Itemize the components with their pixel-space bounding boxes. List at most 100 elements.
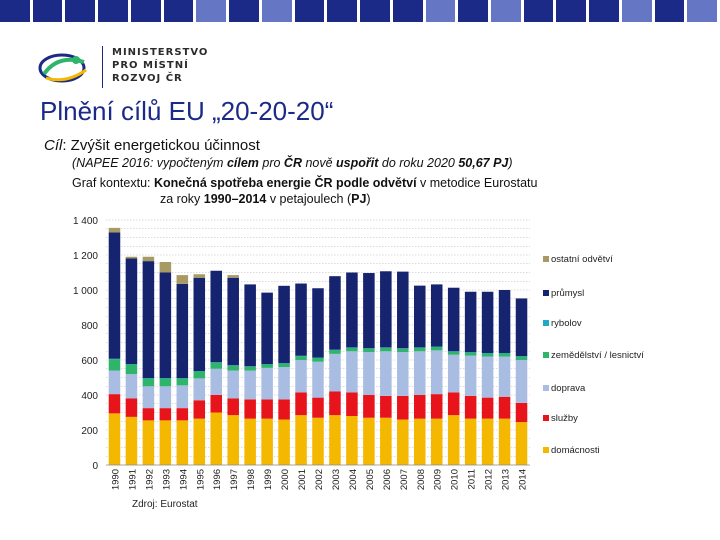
bar-segment-rybolov xyxy=(125,364,138,365)
bar-segment-sluzby xyxy=(227,398,239,416)
bar-segment-rybolov xyxy=(244,366,256,367)
bar-segment-zemedelstvi xyxy=(210,362,223,369)
bar-segment-rybolov xyxy=(312,357,324,359)
bar-segment-zemedelstvi xyxy=(430,346,443,351)
bar-segment-prumysl xyxy=(413,285,426,348)
bar-segment-domacnosti xyxy=(125,416,138,465)
bar-segment-rybolov xyxy=(176,378,189,379)
context-part: v petajoulech ( xyxy=(266,192,352,206)
legend-label-ostatni: ostatní odvětví xyxy=(551,254,613,265)
bar-segment-sluzby xyxy=(413,395,426,419)
bar-segment-prumysl xyxy=(329,276,341,350)
bar-segment-ostatni xyxy=(159,262,172,273)
subtitle-part-bold: uspořit xyxy=(336,156,379,170)
x-tick-label: 1995 xyxy=(195,469,206,490)
bar-segment-sluzby xyxy=(481,397,494,419)
x-tick-label: 1996 xyxy=(212,469,223,490)
bar-segment-domacnosti xyxy=(278,419,290,465)
bar-segment-prumysl xyxy=(363,273,375,349)
x-tick-label: 2000 xyxy=(280,469,291,490)
legend-swatch-sluzby xyxy=(543,415,549,421)
y-tick-label: 1 400 xyxy=(73,216,98,227)
x-tick-label: 1999 xyxy=(263,469,274,490)
bar-segment-rybolov xyxy=(193,371,206,372)
x-tick-label: 2013 xyxy=(501,469,512,490)
bar-segment-sluzby xyxy=(159,408,172,421)
goal-line: Cíl: Zvýšit energetickou účinnost xyxy=(44,137,260,154)
x-tick-label: 2006 xyxy=(382,469,393,490)
bar-segment-domacnosti xyxy=(397,419,409,465)
bar-segment-zemedelstvi xyxy=(142,378,155,387)
bar-segment-doprava xyxy=(278,367,290,400)
context-part: v metodice Eurostatu xyxy=(416,176,538,190)
bar-segment-sluzby xyxy=(464,395,477,419)
bar-segment-sluzby xyxy=(108,394,121,414)
bar-segment-domacnosti xyxy=(380,417,392,465)
bar-segment-prumysl xyxy=(261,292,273,365)
bar-segment-doprava xyxy=(244,370,256,400)
bar-segment-sluzby xyxy=(346,392,358,416)
page-title: Plnění cílů EU „20-20-20“ xyxy=(40,96,334,126)
bar-segment-ostatni xyxy=(193,274,206,278)
y-tick-label: 1 200 xyxy=(73,251,98,262)
bar-segment-domacnosti xyxy=(244,418,256,465)
bar-segment-sluzby xyxy=(447,392,460,416)
ministry-logo-icon xyxy=(38,53,87,83)
bar-segment-domacnosti xyxy=(261,418,273,465)
bar-segment-doprava xyxy=(447,354,460,393)
subtitle-part: nově xyxy=(301,156,337,170)
subtitle-part-bold: cílem xyxy=(226,156,259,170)
bar-segment-doprava xyxy=(430,350,443,395)
bar-segment-prumysl xyxy=(278,285,290,364)
x-tick-label: 1993 xyxy=(161,469,172,490)
bar-segment-zemedelstvi xyxy=(363,348,375,353)
bar-segment-rybolov xyxy=(498,353,511,354)
bar-segment-zemedelstvi xyxy=(295,356,307,360)
bar-segment-rybolov xyxy=(481,353,494,354)
bar-segment-zemedelstvi xyxy=(108,359,121,371)
bar-segment-doprava xyxy=(329,353,341,392)
ministry-line-3: ROZVOJ ČR xyxy=(112,73,183,84)
bar-segment-sluzby xyxy=(295,392,307,416)
bar-segment-rybolov xyxy=(346,347,358,348)
legend-swatch-zemedelstvi xyxy=(543,352,549,358)
x-tick-label: 2012 xyxy=(484,469,495,490)
bar-segment-prumysl xyxy=(142,261,155,379)
bar-segment-sluzby xyxy=(125,398,138,417)
bar-segment-doprava xyxy=(380,351,392,396)
bar-segment-sluzby xyxy=(380,395,392,418)
bar-segment-domacnosti xyxy=(210,412,223,465)
bar-segment-prumysl xyxy=(295,283,307,356)
bar-segment-prumysl xyxy=(447,287,460,352)
bar-segment-doprava xyxy=(312,361,324,398)
subtitle-part: ) xyxy=(508,156,513,170)
legend-swatch-ostatni xyxy=(543,256,549,262)
context-part: za roky xyxy=(160,192,204,206)
bar-segment-doprava xyxy=(498,356,511,397)
bar-segment-domacnosti xyxy=(108,413,121,465)
bar-segment-doprava xyxy=(413,351,426,395)
legend-label-doprava: doprava xyxy=(551,383,586,394)
bar-segment-doprava xyxy=(108,370,121,395)
x-tick-label: 2011 xyxy=(467,469,478,489)
legend-swatch-rybolov xyxy=(543,320,549,326)
bar-segment-domacnosti xyxy=(193,418,206,465)
bar-segment-zemedelstvi xyxy=(481,353,494,357)
bar-segment-zemedelstvi xyxy=(176,378,189,386)
bar-segment-doprava xyxy=(464,355,477,396)
x-tick-label: 1990 xyxy=(110,469,121,490)
bar-segment-zemedelstvi xyxy=(278,363,290,367)
legend-swatch-prumysl xyxy=(543,290,549,296)
ministry-line-2: PRO MÍSTNÍ xyxy=(112,60,189,71)
bar-segment-doprava xyxy=(125,374,138,399)
bar-segment-ostatni xyxy=(227,275,239,278)
legend-swatch-domacnosti xyxy=(543,447,549,453)
bar-segment-sluzby xyxy=(261,399,273,419)
bar-segment-rybolov xyxy=(108,358,121,360)
bar-segment-zemedelstvi xyxy=(312,357,324,362)
x-tick-label: 1994 xyxy=(178,469,189,490)
bar-segment-sluzby xyxy=(363,395,375,418)
bar-segment-domacnosti xyxy=(176,420,189,465)
bar-segment-doprava xyxy=(261,367,273,400)
y-tick-label: 200 xyxy=(81,426,98,437)
